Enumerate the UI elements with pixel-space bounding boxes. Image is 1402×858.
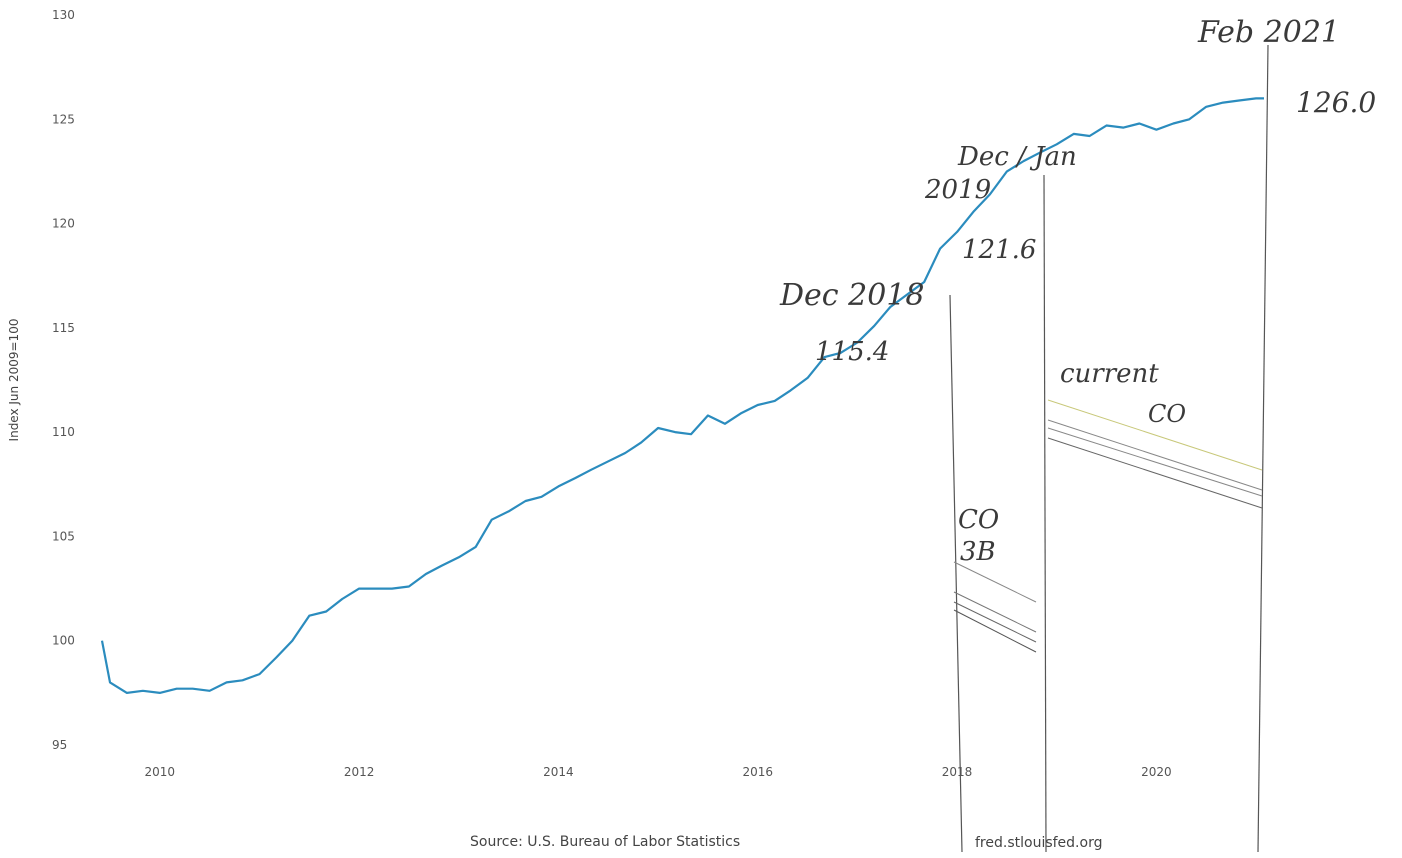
y-tick-label: 110	[52, 425, 75, 439]
x-axis-ticks: 2010 2012 2014 2016 2018 2020	[145, 765, 1172, 779]
annotation-current: current	[1060, 359, 1159, 389]
x-tick-label: 2018	[942, 765, 973, 779]
stroke-co-3b-2	[953, 591, 1037, 633]
y-tick-label: 130	[52, 8, 75, 22]
stroke-current-co-1	[1047, 399, 1263, 471]
annotation-dec-2018-value: 115.4	[815, 337, 889, 367]
annotation-3b: 3B	[960, 537, 996, 567]
annotation-dec-jan-value: 121.6	[962, 235, 1036, 265]
y-tick-label: 95	[52, 738, 67, 752]
vline-dec-jan	[1043, 174, 1047, 853]
y-tick-label: 105	[52, 529, 75, 543]
annotation-feb-2021-value: 126.0	[1296, 86, 1376, 119]
annotation-current-co: CO	[1148, 400, 1186, 428]
site-label: fred.stlouisfed.org	[975, 835, 1102, 851]
handwritten-annotations: Dec 2018 115.4 Dec / Jan 2019 121.6 Feb …	[779, 15, 1376, 853]
annotation-dec-jan-year: 2019	[924, 175, 991, 205]
annotation-co: CO	[958, 505, 999, 535]
y-tick-label: 125	[52, 112, 75, 126]
stroke-co-3b-3	[953, 601, 1037, 643]
annotation-dec-jan: Dec / Jan	[957, 142, 1077, 172]
x-tick-label: 2014	[543, 765, 574, 779]
stroke-current-co-4	[1047, 437, 1263, 509]
y-tick-label: 115	[52, 321, 75, 335]
x-tick-label: 2012	[344, 765, 375, 779]
stroke-current-co-3	[1047, 427, 1263, 497]
y-tick-label: 120	[52, 217, 75, 231]
source-label: Source: U.S. Bureau of Labor Statistics	[470, 834, 740, 850]
vline-feb-2021	[1257, 44, 1269, 853]
y-axis-label: Index Jun 2009=100	[7, 319, 21, 442]
y-axis-ticks: 95 100 105 110 115 120 125 130	[52, 8, 75, 752]
annotation-feb-2021: Feb 2021	[1197, 15, 1340, 50]
stroke-current-co-2	[1047, 419, 1263, 491]
annotation-dec-2018: Dec 2018	[779, 278, 925, 313]
x-tick-label: 2016	[742, 765, 773, 779]
vline-dec-2018	[949, 294, 963, 853]
stroke-co-3b-1	[953, 561, 1037, 603]
x-tick-label: 2020	[1141, 765, 1172, 779]
stroke-co-3b-4	[953, 609, 1037, 653]
series-line	[100, 97, 1264, 695]
x-tick-label: 2010	[145, 765, 176, 779]
y-tick-label: 100	[52, 634, 75, 648]
series-layer	[100, 97, 1264, 695]
